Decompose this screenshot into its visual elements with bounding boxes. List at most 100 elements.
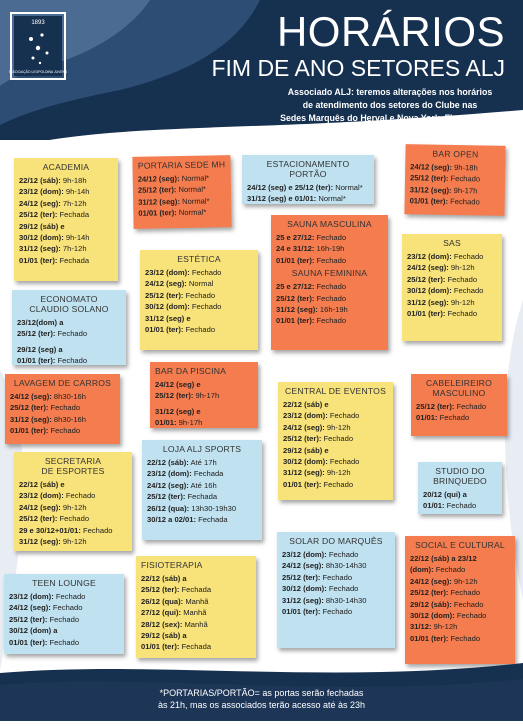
- schedule-hours: Fechado: [314, 293, 347, 303]
- schedule-hours: Fechado: [314, 255, 347, 265]
- schedule-hours: Fechado: [48, 403, 81, 413]
- schedule-date: 31/12 (seg) e: [145, 313, 191, 323]
- schedule-date: 31/12 (seg):: [10, 414, 52, 424]
- schedule-hours: Fechado: [320, 607, 353, 617]
- schedule-hours: Normal: [186, 279, 214, 289]
- note-title: ESTACIONAMENTO PORTÃO: [266, 159, 350, 179]
- note-lavagem: LAVAGEM DE CARROS 24/12 (seg): 8h30-16h 2…: [5, 374, 120, 444]
- schedule-hours: 9h-18h: [60, 176, 87, 185]
- note-solar-marques: SOLAR DO MARQUÊS 23/12 (dom): Fechado 24/…: [277, 532, 395, 648]
- schedule-date: 25/12 (ter):: [141, 585, 180, 595]
- schedule-hours: Fechado: [454, 611, 487, 621]
- footer-background: [0, 655, 523, 721]
- schedule-date: 01/01:: [416, 413, 438, 423]
- schedule-line: 23/12 (dom): 9h-14h: [19, 186, 113, 197]
- note-economato: ECONOMATO CLAUDIO SOLANO 23/12(dom) a 25/…: [12, 290, 126, 365]
- note-subtitle: BRINQUEDO: [433, 476, 487, 486]
- schedule-hours: Fechado: [183, 290, 216, 300]
- schedule-date: 24/12 (seg):: [10, 392, 52, 401]
- schedule-date: 01/01 (ter):: [141, 642, 180, 652]
- schedule-hours: 9h-12h: [60, 502, 87, 512]
- schedule-line: 25/12 (ter): Fechado: [276, 293, 383, 304]
- schedule-line: 25/12 (ter): Fechado: [416, 401, 502, 412]
- schedule-date: 01/01 (ter):: [276, 316, 315, 326]
- schedule-date: 25/12 (ter):: [409, 173, 449, 184]
- note-title: CENTRAL DE EVENTOS: [284, 386, 387, 396]
- schedule-line: 24/12 (seg): Normal: [145, 278, 253, 289]
- schedule-date: 24 e 31/12:: [276, 244, 315, 254]
- schedule-date: 29/12 (sáb):: [410, 599, 452, 609]
- schedule-hours: Fechada: [179, 642, 212, 652]
- schedule-date: 23/12 (dom):: [9, 592, 54, 601]
- schedule-hours: 7h-12h: [60, 244, 87, 254]
- schedule-date: 31/12 (seg):: [19, 537, 61, 547]
- note-secretaria-esportes: SECRETARIA DE ESPORTES 22/12 (sáb) e 23/1…: [14, 452, 132, 551]
- schedule-line: 23/12(dom) a: [17, 317, 121, 328]
- schedule-line: 30/12 (dom): Fechado: [283, 456, 388, 467]
- schedule-date: 30/12 (dom):: [19, 233, 64, 243]
- schedule-line: 01/01 (ter): Fechado: [9, 637, 119, 648]
- note-subtitle: SAUNA FEMININA: [291, 268, 368, 279]
- schedule-line: 25/12 (ter): Fechado: [282, 572, 390, 583]
- schedule-hours: Fechado: [448, 174, 481, 184]
- schedule-hours: Fechado: [451, 286, 484, 296]
- schedule-line: 24/12 (seg): 9h-12h: [283, 422, 388, 433]
- schedule-date: 29/12 (sáb) e: [283, 445, 329, 455]
- schedule-line: 23/12 (dom): Fechada: [147, 468, 257, 479]
- schedule-date: 22/12 (sáb):: [147, 458, 189, 467]
- schedule-date: 22/12 (sáb) a 23/12: [410, 554, 477, 563]
- schedule-hours: Fechado: [80, 525, 113, 535]
- note-title: SAS: [443, 238, 461, 248]
- schedule-hours: Normal*: [333, 183, 363, 192]
- schedule-hours: Fechado: [50, 603, 83, 613]
- schedule-line: 01/01 (ter): Fechado: [145, 324, 253, 335]
- schedule-line: 25/12 (ter): Fechado: [407, 274, 497, 285]
- schedule-date: 23/12 (dom):: [19, 187, 64, 197]
- schedule-line: 31/12 (seg): 7h-12h: [19, 243, 113, 254]
- schedule-date: 29 e 30/12+01/01:: [19, 525, 81, 535]
- schedule-hours: Fechado: [327, 457, 360, 467]
- schedule-date: 01/01 (ter):: [17, 356, 56, 366]
- schedule-line: 22/12 (sáb) a: [141, 573, 251, 584]
- schedule-line: 01/01 (ter): Fechado: [17, 355, 121, 366]
- schedule-line: 24/12 (seg): Até 16h: [147, 480, 257, 491]
- schedule-date: 24/12 (seg):: [19, 502, 61, 512]
- schedule-date: 25/12 (ter):: [282, 572, 321, 582]
- schedule-date: 29/12 (sáb) a: [141, 631, 187, 641]
- schedule-date: 01/01 (ter):: [9, 637, 48, 647]
- schedule-hours: 13h30-19h30: [189, 503, 237, 513]
- schedule-line: 24/12 (seg): 8h30-16h: [10, 391, 115, 402]
- schedule-line: 30/12 (dom) a: [9, 625, 119, 636]
- schedule-line: 26/12 (qua): 13h30-19h30: [147, 503, 257, 514]
- schedule-date: 23/12(dom) a: [17, 318, 64, 327]
- note-title: PORTARIA SEDE MH: [137, 159, 226, 171]
- schedule-hours: Fechado: [448, 633, 481, 643]
- note-title: SOLAR DO MARQUÊS: [289, 536, 383, 546]
- schedule-hours: Fechado: [448, 588, 481, 598]
- schedule-date: 01/01 (ter):: [282, 607, 321, 617]
- schedule-hours: Fechado: [326, 584, 359, 594]
- schedule-date: 30/12 (dom):: [283, 457, 328, 467]
- schedule-hours: 7h-12h: [60, 198, 87, 208]
- schedule-hours: Fechado: [48, 426, 81, 436]
- schedule-hours: Normal*: [179, 196, 210, 206]
- schedule-hours: 8h30-16h: [51, 392, 86, 401]
- schedule-date: 01/01 (ter):: [283, 479, 322, 489]
- note-title: TEEN LOUNGE: [32, 578, 96, 588]
- schedule-date: 30/12 (dom) a: [9, 626, 58, 636]
- note-fisioterapia: FISIOTERAPIA 22/12 (sáb) a 25/12 (ter): F…: [136, 556, 256, 658]
- schedule-line: 31/12 (seg) e: [155, 406, 253, 417]
- schedule-date: 01/01 (ter):: [10, 426, 49, 436]
- note-estacionamento: ESTACIONAMENTO PORTÃO 24/12 (seg) e 25/1…: [242, 155, 374, 204]
- schedule-line: 29/12 (sáb) e: [283, 445, 388, 456]
- schedule-line: 23/12 (dom): Fechado: [9, 591, 119, 602]
- schedule-line: 31/12 (seg): 9h-12h: [407, 297, 497, 308]
- note-title: BAR OPEN: [432, 148, 479, 160]
- schedule-line: 31/12 (seg): 9h-12h: [283, 467, 388, 478]
- schedule-hours: Fechado: [314, 316, 347, 326]
- schedule-hours: Fechada: [57, 210, 90, 220]
- schedule-line: 01/01: Fechado: [416, 412, 502, 423]
- schedule-hours: Fechada: [57, 255, 90, 265]
- schedule-hours: Fechada: [191, 469, 224, 479]
- schedule-line: 24/12 (seg): Fechado: [9, 602, 119, 613]
